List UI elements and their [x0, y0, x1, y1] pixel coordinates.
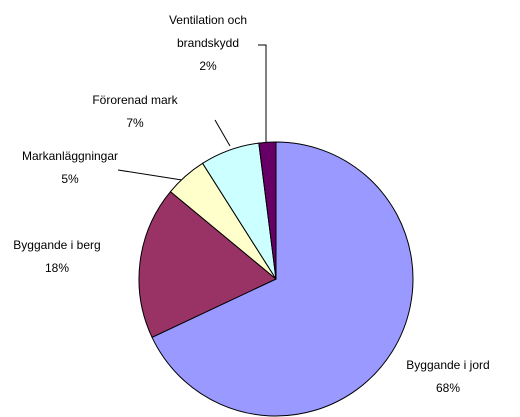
leader-line	[214, 119, 231, 147]
slice-label: Byggande i berg 18%	[0, 234, 117, 280]
category-name: Byggande i jord	[406, 358, 490, 372]
category-name: Byggande i berg	[13, 238, 101, 252]
category-name: Ventilation och brandskydd	[168, 13, 248, 50]
value-label: 2%	[199, 59, 217, 73]
slice-label: Byggande i jord 68%	[388, 354, 508, 400]
value-label: 5%	[61, 172, 79, 186]
leader-line	[258, 44, 267, 143]
value-label: 7%	[126, 116, 144, 130]
value-label: 68%	[435, 381, 461, 395]
slice-label: Ventilation och brandskydd 2%	[153, 9, 263, 78]
pie-slice	[258, 141, 277, 280]
category-name: Markanläggningar	[21, 149, 119, 163]
pie-slice	[151, 141, 414, 417]
pie-slice	[138, 190, 277, 338]
slice-label: Förorenad mark 7%	[75, 89, 195, 135]
value-label: 18%	[44, 261, 70, 275]
slice-label: Markanläggningar 5%	[10, 145, 130, 191]
leader-line	[117, 169, 183, 181]
category-name: Förorenad mark	[92, 93, 178, 107]
